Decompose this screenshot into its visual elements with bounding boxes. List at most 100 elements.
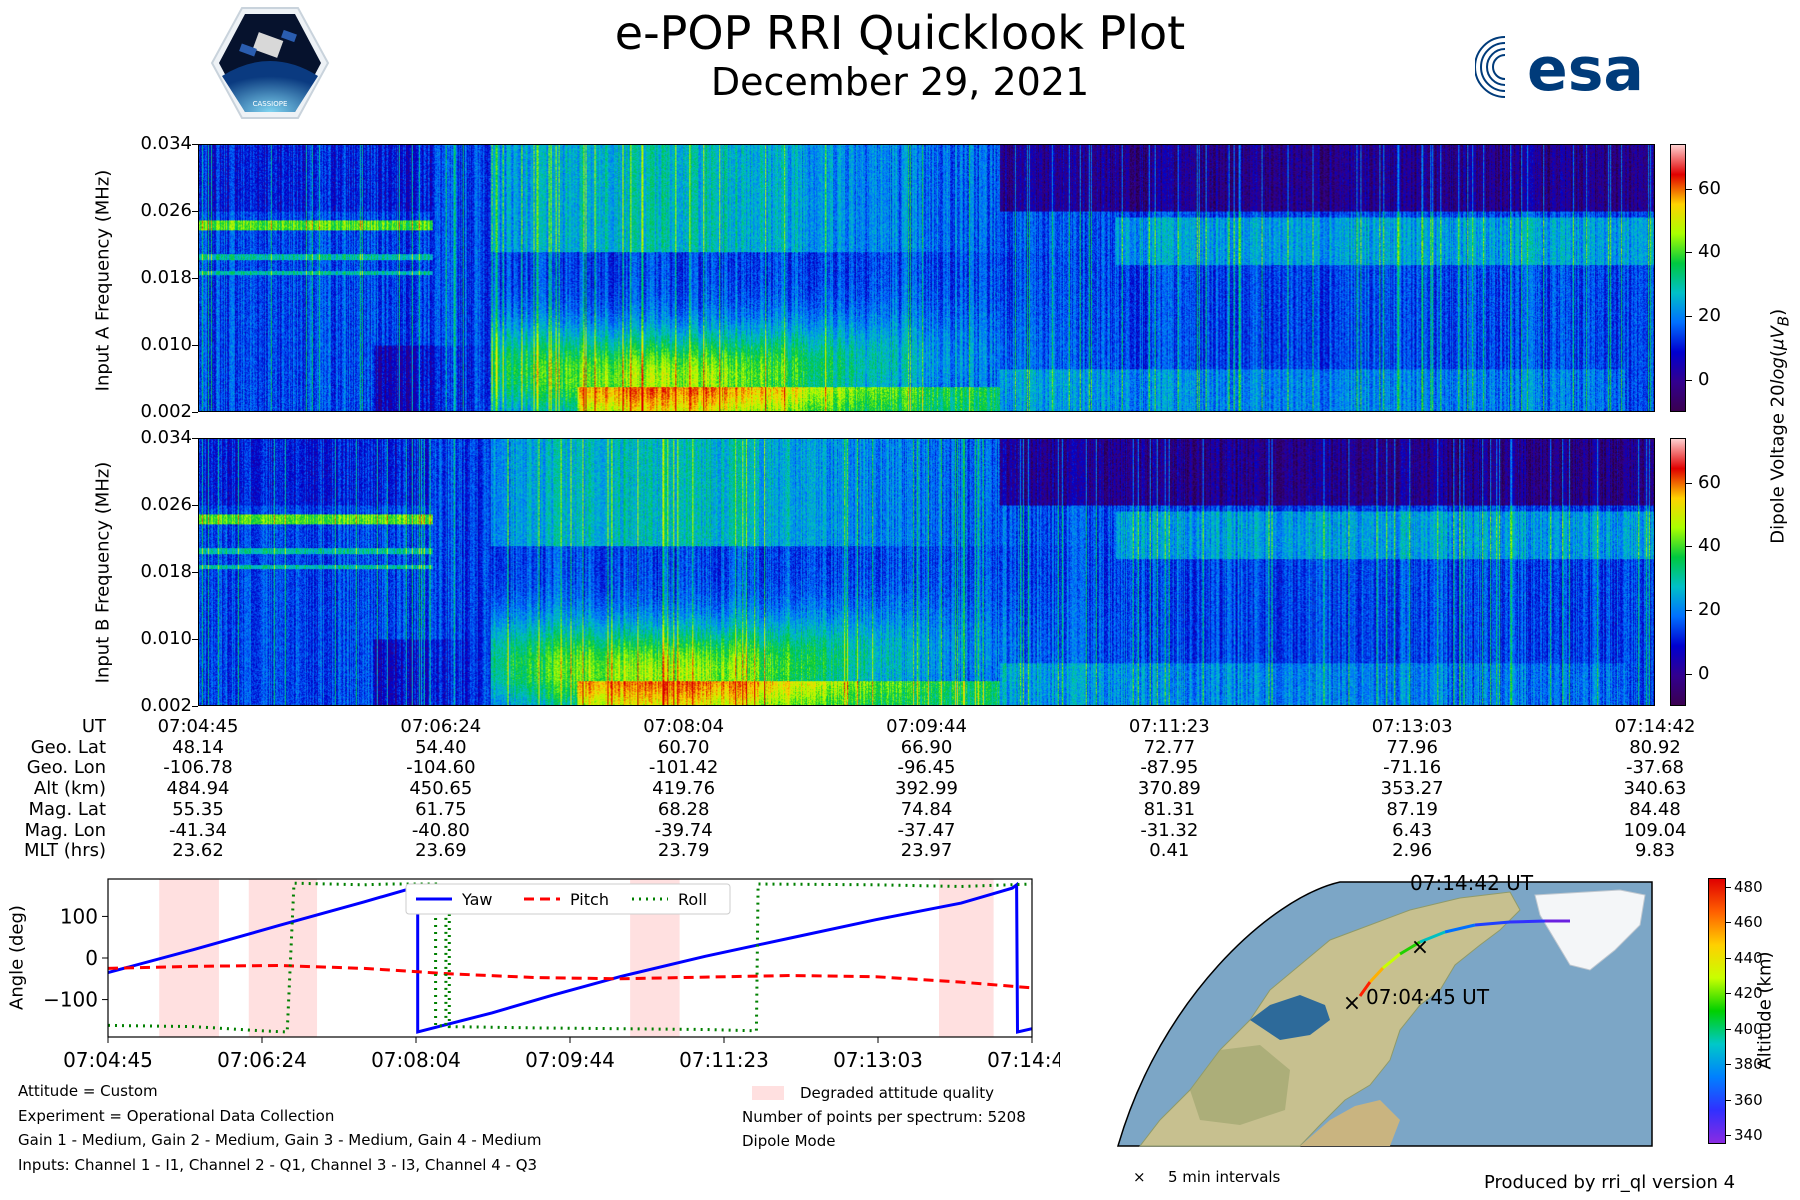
altitude-tick-mark [1726,1135,1731,1137]
ephemeris-value: 392.99 [895,778,958,800]
orbit-track-segment [1509,919,1546,924]
colorbar-tick-mark [1686,252,1692,254]
ephemeris-value: 74.84 [900,798,953,820]
colorbar-tick-label: 20 [1698,599,1721,621]
series-line-pitch [107,963,1033,990]
freq-tick-mark [192,639,198,640]
degraded-legend-label: Degraded attitude quality [800,1084,995,1102]
ephemeris-value: 340.63 [1623,778,1687,800]
ephemeris-value: 87.19 [1386,798,1438,820]
dipole-voltage-label: Dipole Voltage 20log(μVB) [1767,308,1793,544]
colorbar-tick-label: 0 [1698,663,1710,685]
ephemeris-value: 6.43 [1392,819,1433,841]
freq-tick-mark [192,572,198,573]
colorbar-tick-mark [1686,610,1692,612]
orbit-track-segment [1474,920,1511,927]
y-tick-label: 0 [85,946,98,970]
orbit-end-label: 07:14:42 UT [1410,871,1534,895]
ephemeris-value: -39.74 [654,819,713,841]
interval-marker-icon: × [1343,991,1361,1016]
cassiope-logo-text: CASSIOPE [253,100,288,108]
ephemeris-value: 2.96 [1392,840,1433,862]
orbit-track-segment [1419,930,1446,944]
ephemeris-row-label: MLT (hrs) [23,840,106,862]
freq-tick-label: 0.034 [140,427,192,448]
interval-marker-icon: × [1133,1168,1146,1186]
freq-tick-mark [192,505,198,506]
legend-label-roll: Roll [678,890,707,909]
ephemeris-ut: 07:13:03 [1371,716,1453,737]
colorbar-tick-label: 0 [1698,369,1710,391]
ephemeris-row-label: Mag. Lon [24,819,106,841]
interval-legend-label: 5 min intervals [1168,1168,1281,1186]
ephemeris-value: 66.90 [900,736,953,758]
y-tick-label: −100 [43,988,98,1012]
spectrogram-b-colorbar [1670,438,1686,706]
freq-tick-label: 0.018 [140,561,192,582]
altitude-tick-mark [1726,957,1731,959]
colorbar-tick-label: 40 [1698,535,1721,557]
freq-tick-label: 0.010 [140,628,192,649]
ephemeris-ut: 07:06:24 [400,716,482,737]
ephemeris-value: 0.41 [1149,840,1190,862]
ephemeris-value: 23.79 [657,840,710,862]
orbit-track-segment [1399,940,1421,956]
greenland-ice [1534,889,1646,971]
ephemeris-row-label: Geo. Lon [26,757,106,779]
spectrogram-a-colorbar [1670,144,1686,412]
ephemeris-value: 55.35 [172,798,224,820]
ephemeris-row-label: Mag. Lat [28,798,106,820]
interval-marker-icon: × [1411,935,1429,960]
ephemeris-value: 23.97 [900,840,953,862]
ephemeris-row-label: Alt (km) [33,778,106,800]
spectrogram-a-image [199,145,1654,411]
ephemeris-value: -40.80 [411,819,470,841]
experiment-info-line: Gain 1 - Medium, Gain 2 - Medium, Gain 3… [18,1131,542,1149]
altitude-tick-label: 420 [1734,984,1763,1003]
ephemeris-value: 109.04 [1623,819,1687,841]
ephemeris-ut: 07:14:42 [1614,716,1696,737]
plot-title: e-POP RRI Quicklook Plot [614,6,1186,60]
degraded-interval [248,879,318,1037]
central-america-land [1300,1100,1400,1146]
ephemeris-value: -31.32 [1140,819,1199,841]
spectrogram-input-a [198,144,1655,412]
ephemeris-value: 9.83 [1634,840,1676,862]
ephemeris-value: -37.68 [1625,757,1685,779]
x-tick-label: 07:06:24 [217,1048,307,1072]
series-line-yaw [107,881,1033,1034]
altitude-colorbar [1708,878,1726,1144]
attitude-plot: 100 0 −100 07:04:45 07:06:24 07:08:04 07:09:44… [43,878,1060,1072]
experiment-info-line: Attitude = Custom [18,1082,158,1100]
orbit-track-segment [1382,952,1401,970]
freq-tick-mark [192,211,198,212]
x-tick-label: 07:08:04 [371,1048,461,1072]
ephemeris-value: 370.89 [1137,778,1201,800]
x-tick-label: 07:14:42 [987,1048,1060,1072]
plot-date: December 29, 2021 [710,60,1090,104]
altitude-tick-label: 460 [1734,913,1763,932]
colorbar-tick-mark [1686,188,1692,190]
ephemeris-value: 484.94 [166,778,230,800]
altitude-tick-mark [1726,1099,1731,1101]
ephemeris-value: -41.34 [168,819,228,841]
ephemeris-value: -71.16 [1383,757,1442,779]
legend-label-pitch: Pitch [570,890,609,909]
colorbar-tick-label: 20 [1698,305,1721,327]
ephemeris-value: -106.78 [163,757,233,779]
colorbar-tick-label: 60 [1698,177,1721,199]
north-america-interior [1190,1045,1290,1125]
freq-tick-label: 0.002 [140,401,192,422]
freq-tick-mark [192,144,198,145]
colorbar-tick-mark [1686,482,1692,484]
y-tick-label: 100 [60,904,98,928]
freq-tick-label: 0.010 [140,334,192,355]
colorbar-tick-mark [1686,380,1692,382]
ephemeris-row-label: UT [81,716,106,737]
degraded-interval [159,879,219,1037]
ephemeris-value: 68.28 [657,798,710,820]
freq-tick-label: 0.002 [140,695,192,716]
ephemeris-value: 48.14 [172,736,224,758]
esa-logo: esa [1475,35,1644,102]
points-per-spectrum: Number of points per spectrum: 5208 [742,1108,1026,1126]
